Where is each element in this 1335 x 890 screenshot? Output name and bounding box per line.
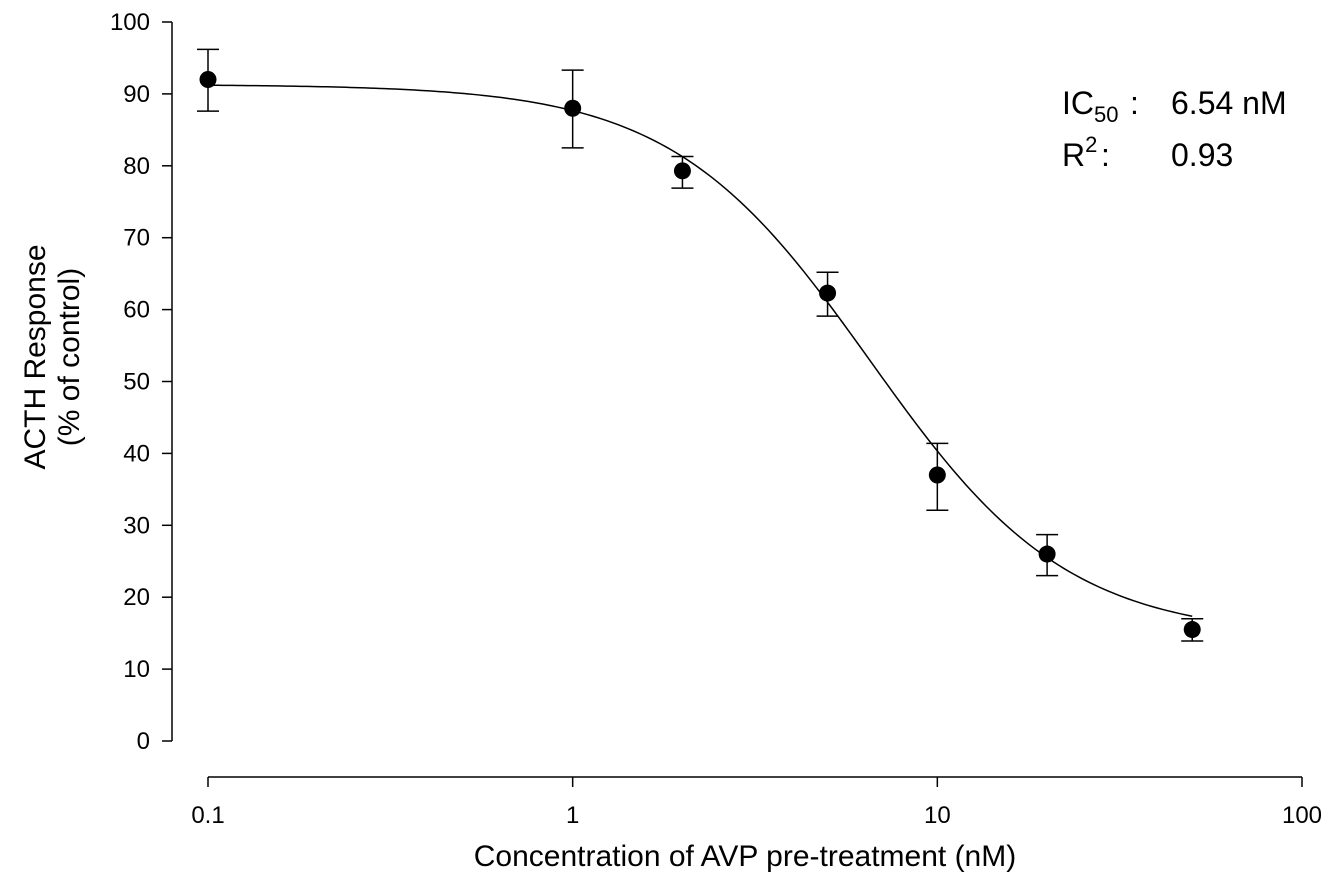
r2-value: 0.93 bbox=[1171, 137, 1233, 173]
data-point bbox=[673, 162, 691, 180]
data-point-group bbox=[926, 442, 949, 511]
ic50-subscript: 50 bbox=[1094, 102, 1118, 127]
x-tick-label: 100 bbox=[1282, 802, 1322, 829]
data-point bbox=[564, 99, 582, 117]
r2-separator: : bbox=[1101, 137, 1110, 173]
data-point bbox=[819, 284, 837, 302]
y-tick-label: 20 bbox=[123, 584, 150, 611]
y-tick-label: 0 bbox=[137, 728, 150, 755]
data-point bbox=[199, 71, 217, 89]
data-point bbox=[1183, 621, 1201, 639]
x-tick-label: 1 bbox=[566, 802, 579, 829]
x-tick-label: 0.1 bbox=[191, 802, 224, 829]
data-point-group bbox=[1036, 533, 1059, 577]
r2-label: R bbox=[1062, 137, 1085, 173]
svg-text:IC50: IC50 bbox=[1062, 85, 1118, 127]
y-tick-label: 60 bbox=[123, 297, 150, 324]
y-axis-title: ACTH Response (% of control) bbox=[19, 244, 86, 469]
x-tick-label: 10 bbox=[924, 802, 951, 829]
r2-superscript: 2 bbox=[1085, 132, 1097, 157]
y-tick-label: 100 bbox=[110, 9, 150, 36]
data-point-group bbox=[197, 48, 219, 112]
y-tick-label: 50 bbox=[123, 369, 150, 396]
data-point-group bbox=[561, 69, 584, 149]
data-point-group bbox=[671, 155, 694, 189]
data-point-group bbox=[1181, 618, 1204, 642]
svg-text:R2: R2 bbox=[1062, 132, 1097, 173]
data-point bbox=[1038, 545, 1056, 563]
x-axis-title: Concentration of AVP pre-treatment (nM) bbox=[474, 840, 1016, 873]
ic50-annotation: IC50 : 6.54 nM bbox=[1062, 85, 1287, 127]
data-point bbox=[928, 466, 946, 484]
data-point-group bbox=[816, 271, 839, 317]
r2-annotation: R2 : 0.93 bbox=[1062, 132, 1233, 173]
y-tick-label: 80 bbox=[123, 153, 150, 180]
ic50-value: 6.54 nM bbox=[1171, 85, 1287, 121]
ic50-label: IC bbox=[1062, 85, 1094, 121]
y-tick-label: 40 bbox=[123, 440, 150, 467]
y-tick-label: 30 bbox=[123, 512, 150, 539]
y-axis-title-line-2: (% of control) bbox=[53, 268, 86, 446]
y-axis-ticks: 0 10 20 30 40 50 60 70 80 90 100 bbox=[110, 9, 172, 755]
data-points bbox=[197, 48, 1204, 642]
y-tick-label: 70 bbox=[123, 225, 150, 252]
y-tick-label: 90 bbox=[123, 81, 150, 108]
fit-curve bbox=[207, 84, 1193, 617]
ic50-separator: : bbox=[1130, 85, 1139, 121]
y-tick-label: 10 bbox=[123, 656, 150, 683]
x-axis-ticks: 0.1 1 10 100 bbox=[191, 777, 1322, 829]
y-axis-title-line-1: ACTH Response bbox=[19, 244, 52, 469]
